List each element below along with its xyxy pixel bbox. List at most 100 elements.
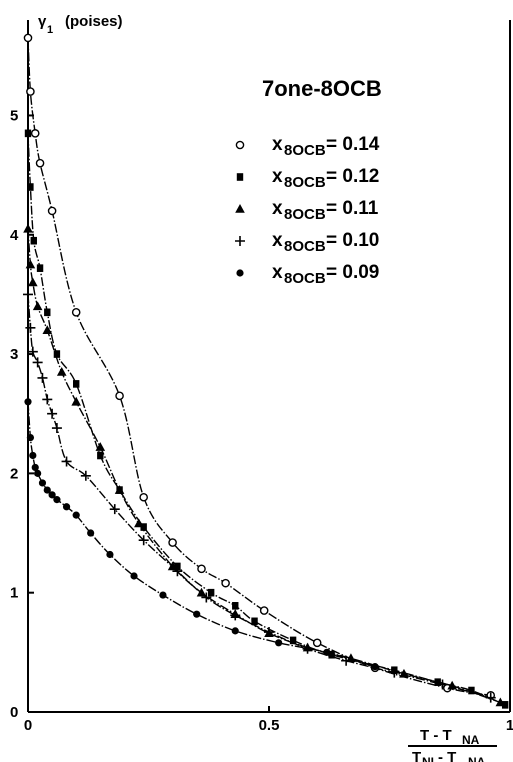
filled-square-marker (289, 636, 297, 645)
filled-triangle-marker (167, 561, 178, 571)
plus-marker (51, 423, 62, 434)
open-circle-marker (197, 564, 206, 574)
filled-square-marker (207, 588, 215, 597)
filled-square-marker (97, 451, 104, 460)
filled-circle-marker (323, 648, 331, 656)
filled-circle-marker (72, 511, 80, 519)
open-circle-marker (71, 308, 81, 317)
legend-label-value: = 0.12 (326, 166, 379, 187)
plus-marker (37, 372, 48, 383)
filled-square-marker (36, 264, 44, 272)
legend-label-value: = 0.09 (326, 262, 379, 283)
filled-triangle-marker (95, 442, 106, 451)
plus-marker (80, 470, 91, 481)
x-label-denominator-sub2: NA (468, 755, 486, 762)
filled-circle-marker (31, 463, 39, 472)
filled-square-marker (434, 678, 441, 686)
filled-circle-marker (62, 503, 71, 511)
y-axis-symbol: γ (38, 13, 47, 30)
open-circle-marker (221, 578, 230, 588)
y-axis-subscript: 1 (47, 24, 53, 36)
open-circle-marker (235, 140, 245, 150)
plus-marker (437, 679, 448, 690)
plus-marker (235, 236, 245, 246)
x-label-denominator: T (412, 749, 421, 762)
legend-item: x 8OCB = 0.14 (235, 134, 380, 159)
filled-circle-marker (26, 433, 35, 442)
filled-circle-marker (275, 639, 283, 647)
plus-marker (302, 643, 313, 654)
y-tick-label: 0 (10, 704, 18, 721)
filled-square-marker (236, 173, 244, 181)
open-circle-marker (47, 206, 57, 216)
filled-circle-marker (130, 572, 138, 580)
filled-circle-marker (38, 479, 47, 487)
plus-marker (23, 289, 33, 300)
x-tick-label: 1 (506, 717, 513, 734)
legend-label-prefix: x (272, 230, 283, 251)
filled-circle-marker (87, 529, 95, 537)
series-curve (27, 294, 491, 699)
filled-triangle-marker (235, 204, 245, 213)
filled-triangle-marker (32, 301, 43, 311)
filled-circle-marker (193, 610, 201, 618)
filled-circle-marker (159, 591, 167, 599)
filled-circle-marker (236, 269, 244, 277)
legend-label-sub: 8OCB (284, 174, 326, 191)
series-curve (27, 133, 506, 706)
filled-circle-marker (48, 491, 56, 499)
filled-triangle-marker (196, 587, 207, 597)
plus-marker (61, 456, 72, 467)
filled-square-marker (73, 380, 80, 388)
filled-square-marker (140, 523, 147, 531)
filled-triangle-marker (25, 259, 36, 269)
filled-triangle-marker (71, 396, 81, 406)
filled-triangle-marker (399, 668, 409, 678)
y-tick-label: 4 (10, 227, 19, 244)
filled-square-marker (24, 129, 32, 138)
chart-title: 7one-8OCB (262, 76, 382, 101)
plus-marker (47, 408, 58, 419)
legend-label-prefix: x (272, 198, 283, 219)
open-circle-marker (30, 129, 40, 138)
open-circle-marker (35, 158, 45, 168)
legend-item: x 8OCB = 0.12 (236, 166, 379, 191)
filled-circle-marker (24, 398, 32, 406)
filled-square-marker (232, 602, 239, 610)
plus-marker (27, 346, 38, 357)
y-tick-label: 2 (10, 465, 18, 482)
axis-ticks: 0 1 2 3 4 5 0 0.5 1 (10, 107, 513, 734)
filled-square-marker (30, 236, 37, 245)
legend: x 8OCB = 0.14x 8OCB = 0.12x 8OCB = 0.11x 8OCB = … (235, 134, 380, 287)
plus-marker (109, 504, 120, 515)
filled-triangle-marker (23, 223, 33, 233)
legend-label-sub: 8OCB (284, 142, 326, 159)
x-tick-label: 0 (24, 717, 32, 734)
open-circle-marker (259, 606, 269, 615)
x-tick-label: 0.5 (259, 717, 280, 734)
plus-marker (485, 692, 496, 703)
filled-triangle-marker (495, 697, 506, 707)
filled-square-marker (468, 686, 475, 695)
y-tick-label: 5 (10, 107, 18, 124)
legend-label-value: = 0.11 (326, 198, 379, 219)
plus-marker (389, 667, 400, 678)
plus-marker (25, 322, 36, 333)
filled-square-marker (251, 617, 258, 626)
legend-label-value: = 0.14 (326, 134, 380, 155)
plus-marker (230, 610, 241, 621)
x-axis-label: T - T NA T NI - T NA (408, 727, 497, 762)
filled-square-marker (501, 701, 509, 709)
plus-marker (32, 357, 43, 368)
y-axis-label: γ 1 (poises) (38, 13, 123, 36)
y-axis-unit: (poises) (65, 13, 123, 30)
plus-marker (201, 592, 212, 603)
plus-marker (264, 627, 274, 638)
legend-item: x 8OCB = 0.11 (235, 198, 379, 223)
filled-triangle-marker (56, 366, 67, 376)
x-label-numerator: T - T (420, 727, 452, 744)
legend-label-prefix: x (272, 262, 283, 283)
filled-triangle-marker (42, 325, 53, 335)
plus-marker (172, 566, 183, 577)
